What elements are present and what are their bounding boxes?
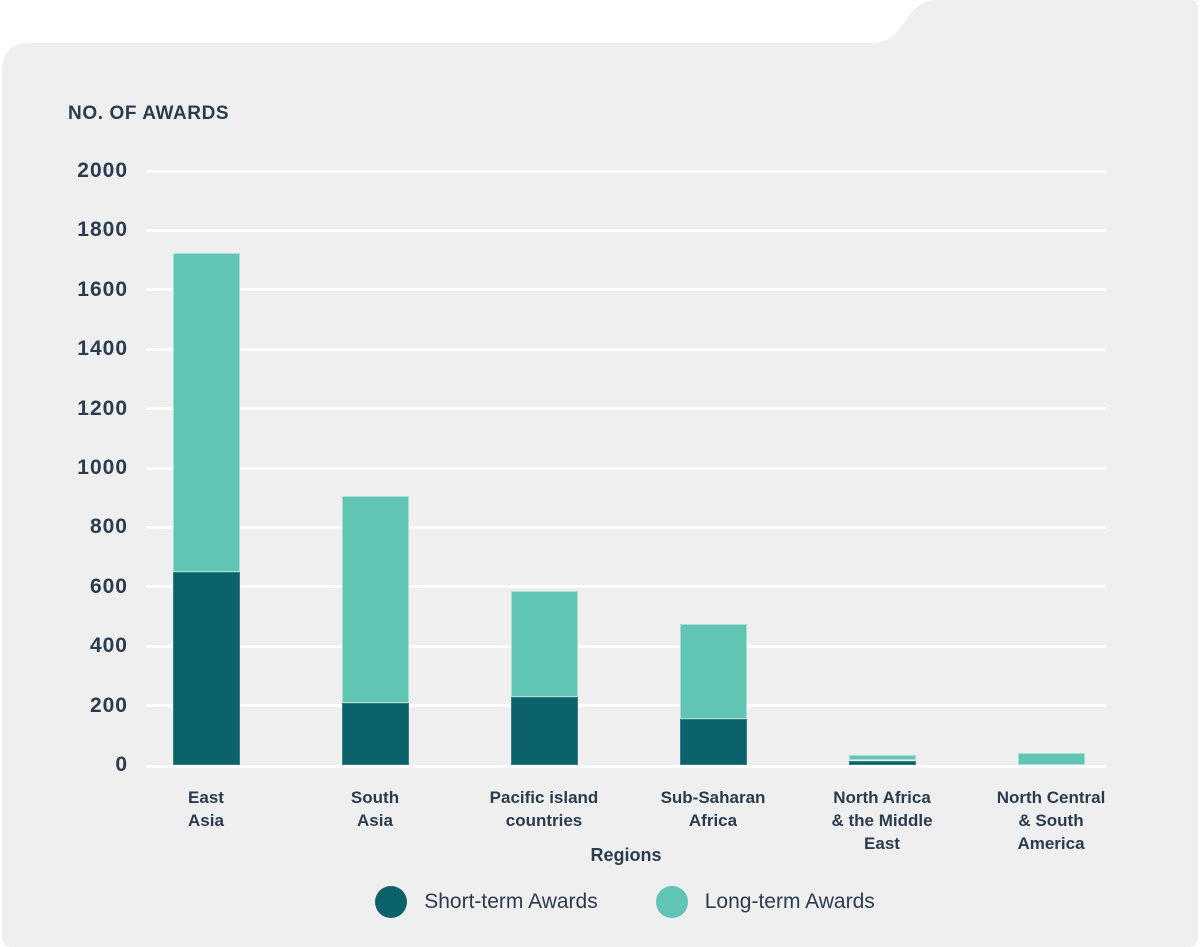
gridline <box>146 407 1106 411</box>
gridline <box>146 585 1106 589</box>
gridline <box>146 228 1106 232</box>
y-tick-label: 0 <box>115 753 128 776</box>
x-category-label: East Asia <box>188 788 224 830</box>
bar-segment-long-term <box>510 591 578 697</box>
x-category-label: North Central & South America <box>996 788 1106 853</box>
bar-segment-long-term <box>172 252 240 572</box>
y-tick-label: 2000 <box>77 159 128 182</box>
short-term-swatch-icon <box>375 886 408 918</box>
y-tick-label: 1800 <box>77 218 128 242</box>
gridline <box>146 466 1106 470</box>
gridline <box>146 525 1106 529</box>
y-tick-label: 1000 <box>77 456 128 479</box>
y-tick-label: 200 <box>89 693 128 717</box>
bar-segment-short-term <box>510 696 578 765</box>
gridline <box>146 704 1106 708</box>
legend-item-short-term: Short-term Awards <box>375 886 598 918</box>
y-axis-title: NO. OF AWARDS <box>68 103 230 124</box>
gridline <box>146 169 1106 173</box>
bar-segment-short-term <box>679 719 747 765</box>
x-category-label: North Africa & the Middle East <box>831 788 933 853</box>
x-category-label: South Asia <box>350 788 400 830</box>
bar-segment-short-term <box>341 702 409 765</box>
legend-item-long-term: Long-term Awards <box>655 886 875 918</box>
bar-segment-long-term <box>341 496 409 703</box>
bar-segment-long-term <box>1017 753 1085 765</box>
legend: Short-term Awards Long-term Awards <box>25 886 1200 918</box>
legend-label-short-term: Short-term Awards <box>424 890 598 913</box>
y-tick-label: 1200 <box>77 396 128 420</box>
gridline <box>146 765 1106 768</box>
x-axis-title: Regions <box>590 845 662 865</box>
y-tick-label: 1400 <box>77 337 128 361</box>
bar-segment-short-term <box>848 760 916 765</box>
y-tick-label: 400 <box>89 634 128 658</box>
legend-label-long-term: Long-term Awards <box>704 890 875 913</box>
y-tick-label: 600 <box>89 574 128 598</box>
gridline <box>146 347 1106 351</box>
bar-segment-long-term <box>679 623 747 719</box>
y-tick-label: 1600 <box>77 277 128 301</box>
long-term-swatch-icon <box>655 886 688 918</box>
x-category-label: Sub-Saharan Africa <box>660 788 766 830</box>
bar-segment-short-term <box>172 572 240 765</box>
bar-segment-long-term <box>848 754 916 761</box>
gridline <box>146 288 1106 292</box>
gridline <box>146 644 1106 648</box>
y-tick-label: 800 <box>89 515 128 539</box>
x-category-label: Pacific island countries <box>489 788 599 830</box>
